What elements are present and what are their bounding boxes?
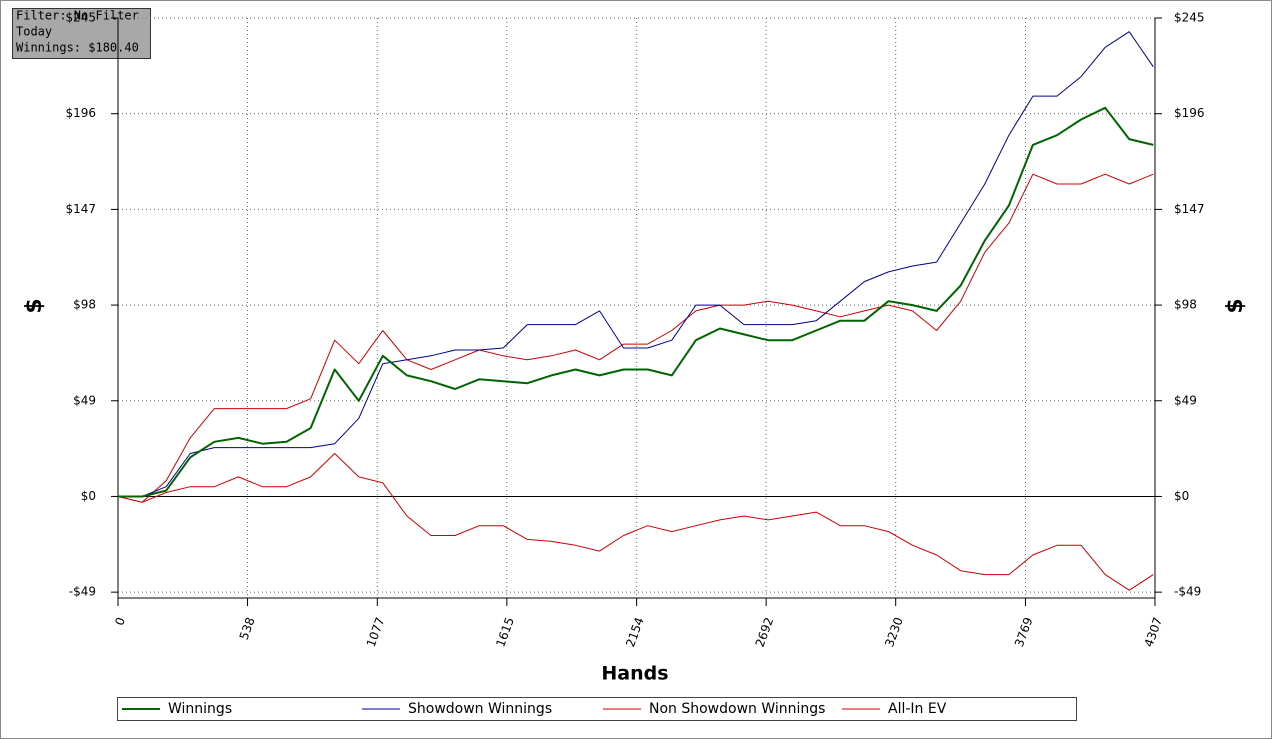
x-axis-label: Hands bbox=[601, 663, 668, 685]
legend-label: Non Showdown Winnings bbox=[649, 701, 825, 717]
legend-label: Showdown Winnings bbox=[408, 701, 552, 717]
info-text: Winnings: $180.40 bbox=[16, 41, 139, 55]
y-tick-label: $49 bbox=[73, 393, 96, 407]
y2-tick-label: $147 bbox=[1174, 202, 1205, 216]
legend-label: All-In EV bbox=[888, 701, 947, 717]
legend-label: Winnings bbox=[168, 701, 232, 717]
y2-tick-label: -$49 bbox=[1174, 585, 1201, 599]
y2-tick-label: $49 bbox=[1174, 393, 1197, 407]
y-tick-label: $245 bbox=[65, 11, 96, 25]
y-axis-label: $ bbox=[22, 298, 47, 313]
y-tick-label: $98 bbox=[73, 298, 96, 312]
series-line bbox=[118, 31, 1154, 497]
y2-tick-label: $98 bbox=[1174, 298, 1197, 312]
x-tick-label: 0 bbox=[112, 615, 128, 627]
series-line bbox=[117, 173, 1154, 503]
legend-box bbox=[117, 697, 1077, 721]
y-tick-label: $0 bbox=[81, 489, 96, 503]
info-text: Filter: No Filter bbox=[16, 9, 139, 23]
y2-tick-label: $196 bbox=[1174, 106, 1205, 120]
y2-tick-label: $245 bbox=[1174, 11, 1205, 25]
y2-tick-label: $0 bbox=[1174, 489, 1189, 503]
y2-axis-label: $ bbox=[1223, 298, 1248, 313]
y-tick-label: $196 bbox=[65, 106, 96, 120]
info-box: Filter: No Filter Today Winnings: $180.40 bbox=[12, 8, 151, 59]
series-line bbox=[118, 106, 1154, 498]
series-line bbox=[117, 453, 1154, 591]
info-text: Today bbox=[16, 25, 52, 39]
y-tick-label: $147 bbox=[65, 202, 96, 216]
y-tick-label: -$49 bbox=[69, 585, 96, 599]
info-background bbox=[12, 8, 151, 59]
